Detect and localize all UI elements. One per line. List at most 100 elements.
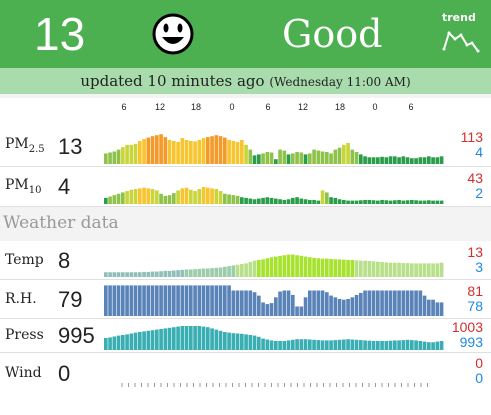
time-axis-label: 6	[265, 102, 270, 112]
rh-chart[interactable]	[104, 280, 444, 318]
pm25-bar	[155, 135, 159, 164]
pm10-bar	[278, 199, 282, 204]
pm25-bar	[439, 156, 444, 164]
temp-bar	[342, 259, 346, 277]
rh-bar	[393, 290, 397, 316]
press-bar	[167, 327, 172, 350]
rh-bar	[218, 285, 223, 316]
pm10-bar	[393, 200, 397, 204]
press-bar	[150, 330, 155, 350]
temp-bar	[261, 259, 265, 277]
temp-bar	[274, 256, 278, 277]
pm25-bar	[269, 152, 274, 164]
rh-bar	[112, 285, 117, 316]
rh-bar	[346, 299, 350, 316]
press-bar	[176, 326, 180, 350]
temp-bar	[308, 257, 312, 277]
rh-bar	[397, 290, 401, 316]
pm25-label: PM2.5	[5, 136, 45, 155]
pm25-bar	[435, 157, 440, 164]
pm25-bar	[359, 154, 363, 164]
row-wind: Wind 0 0 0	[0, 353, 491, 399]
wind-min: 0	[475, 370, 483, 386]
time-axis-label: 18	[335, 102, 345, 112]
pm10-bar	[231, 195, 236, 204]
pm25-bar	[125, 144, 129, 164]
pm25-bar	[218, 136, 223, 164]
pm10-bar	[129, 189, 134, 204]
temp-bar	[367, 261, 372, 277]
smiley-face-icon	[152, 13, 194, 55]
trend-button[interactable]: trend	[440, 11, 484, 55]
temp-bar	[325, 258, 329, 277]
pm10-bar	[325, 192, 329, 204]
rh-bar	[325, 292, 329, 316]
temp-bar	[405, 263, 410, 277]
pm25-max: 113	[460, 129, 483, 145]
temp-bar	[112, 272, 117, 277]
pm10-bar	[299, 198, 304, 204]
press-bar	[206, 327, 210, 350]
time-axis-label: 12	[155, 102, 165, 112]
pm10-bar	[350, 200, 355, 204]
rh-bar	[439, 302, 444, 316]
rh-bar	[278, 291, 282, 316]
aqi-value: 13	[34, 8, 86, 60]
pm25-bar	[401, 156, 406, 164]
rh-bar	[231, 290, 236, 316]
pm25-bar	[129, 144, 134, 164]
temp-bar	[150, 271, 155, 277]
rh-bar	[129, 285, 134, 316]
pm10-bar	[388, 200, 393, 204]
pm25-bar	[142, 139, 146, 164]
pm10-bar	[439, 200, 444, 204]
temp-bar	[278, 255, 282, 277]
temp-chart[interactable]	[104, 241, 444, 279]
press-bar	[397, 340, 401, 350]
rh-bar	[269, 303, 274, 316]
pm10-bar	[176, 190, 180, 204]
press-bar	[337, 339, 342, 350]
pm10-bar	[227, 194, 231, 204]
press-bar	[312, 339, 316, 350]
pm10-bar	[435, 200, 440, 204]
rh-bar	[431, 299, 435, 316]
pm25-bar	[371, 157, 376, 164]
press-bar	[257, 336, 261, 350]
pm25-min: 4	[475, 144, 483, 160]
rh-bar	[401, 290, 406, 316]
press-chart[interactable]	[104, 319, 444, 352]
pm10-bar	[274, 198, 278, 204]
press-bar	[269, 340, 274, 350]
pm25-bar	[376, 157, 380, 164]
wind-chart[interactable]	[104, 353, 444, 399]
temp-bar	[231, 265, 236, 277]
press-max: 1003	[451, 319, 483, 335]
press-bar	[414, 340, 418, 350]
rh-bar	[193, 285, 197, 316]
time-axis-label: 18	[191, 102, 201, 112]
rh-bar	[104, 285, 108, 316]
time-axis-label: 0	[229, 102, 234, 112]
rh-bar	[427, 299, 431, 316]
rh-bar	[197, 285, 202, 316]
pm25-bar	[159, 134, 163, 164]
temp-bar	[201, 268, 206, 277]
pm10-bar	[133, 189, 138, 204]
pm10-bar	[291, 197, 295, 204]
temp-bar	[206, 268, 210, 277]
temp-bar	[155, 271, 159, 277]
temp-bar	[142, 271, 146, 277]
temp-bar	[167, 270, 172, 277]
pm25-bar	[146, 137, 151, 164]
rh-bar	[418, 290, 423, 316]
pm25-bar	[104, 153, 108, 164]
press-bar	[393, 340, 397, 350]
pm10-chart[interactable]	[104, 167, 444, 206]
pm25-bar	[346, 142, 350, 164]
pm25-chart[interactable]: 6 12 18 0 6 12 18 0 6	[104, 98, 444, 166]
press-bar	[214, 329, 219, 350]
pm25-bar	[265, 152, 270, 164]
rh-bar	[257, 295, 261, 316]
pm25-bar	[138, 140, 142, 164]
